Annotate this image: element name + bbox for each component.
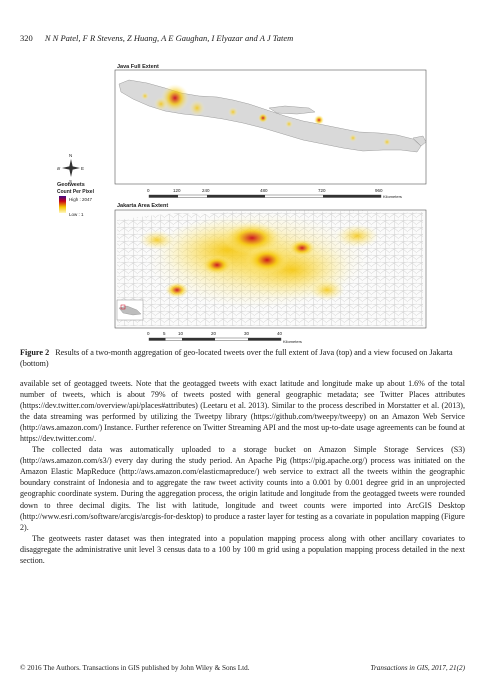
footer-journal: Transactions in GIS, 2017, 21(2) xyxy=(370,664,465,672)
jakarta-scale-tick-1: 5 xyxy=(163,331,166,336)
footer-copyright: © 2016 The Authors. Transactions in GIS … xyxy=(20,664,250,672)
compass-north: N xyxy=(69,153,72,158)
legend: Geotweets Count Per Pixel High : 2047 Lo… xyxy=(57,182,95,217)
body-paragraph-2: The collected data was automatically upl… xyxy=(20,445,465,532)
java-scale-tick-2: 240 xyxy=(202,188,210,193)
jakarta-scale-tick-4: 30 xyxy=(244,331,250,336)
compass-south: S xyxy=(69,179,72,184)
jakarta-scale-bar: 0 5 10 20 30 40 Kilometers xyxy=(147,331,302,344)
legend-title: Geotweets xyxy=(57,182,85,188)
figure-2-map-graphic: Java Full Extent N S E W Geotweets xyxy=(57,64,427,344)
compass-east: E xyxy=(81,166,84,171)
jakarta-scale-tick-0: 0 xyxy=(147,331,150,336)
java-scale-unit: Kilometers xyxy=(383,194,402,199)
figure-label: Figure 2 xyxy=(20,348,50,357)
jakarta-scale-tick-2: 10 xyxy=(178,331,184,336)
article-body: available set of geotagged tweets. Note … xyxy=(20,378,465,566)
jakarta-scale-unit: Kilometers xyxy=(283,339,302,344)
java-scale-tick-1: 120 xyxy=(173,188,181,193)
legend-low: Low : 1 xyxy=(69,212,84,217)
compass-west: W xyxy=(57,166,61,171)
java-scale-bar: 0 120 240 480 720 960 Kilometers xyxy=(147,188,402,199)
page-footer: © 2016 The Authors. Transactions in GIS … xyxy=(20,664,465,672)
java-scale-tick-5: 960 xyxy=(375,188,383,193)
running-authors: N N Patel, F R Stevens, Z Huang, A E Gau… xyxy=(44,33,294,43)
legend-high: High : 2047 xyxy=(69,197,93,202)
body-paragraph-3: The geotweets raster dataset was then in… xyxy=(20,533,465,565)
figure-caption: Figure 2 Results of a two-month aggregati… xyxy=(20,347,465,369)
page-number: 320 xyxy=(20,33,33,43)
running-header: 320 N N Patel, F R Stevens, Z Huang, A E… xyxy=(20,33,465,43)
legend-color-ramp xyxy=(59,196,66,213)
figure-2: Java Full Extent N S E W Geotweets xyxy=(57,60,429,345)
jakarta-map-title: Jakarta Area Extent xyxy=(117,203,168,209)
jakarta-scale-tick-3: 20 xyxy=(211,331,217,336)
figure-caption-text: Results of a two-month aggregation of ge… xyxy=(20,348,453,368)
java-scale-tick-4: 720 xyxy=(318,188,326,193)
legend-subtitle: Count Per Pixel xyxy=(57,189,95,195)
north-arrow: N S E W xyxy=(57,153,84,184)
java-map-title: Java Full Extent xyxy=(117,64,159,70)
bali-island xyxy=(412,135,427,147)
jakarta-tweet-density xyxy=(139,212,379,308)
madura-island xyxy=(268,105,316,115)
java-scale-tick-0: 0 xyxy=(147,188,150,193)
jakarta-scale-tick-5: 40 xyxy=(277,331,283,336)
jakarta-inset-locator xyxy=(116,299,144,321)
body-paragraph-1: available set of geotagged tweets. Note … xyxy=(20,379,465,444)
java-tweet-hotspots xyxy=(141,84,391,146)
java-scale-tick-3: 480 xyxy=(260,188,268,193)
